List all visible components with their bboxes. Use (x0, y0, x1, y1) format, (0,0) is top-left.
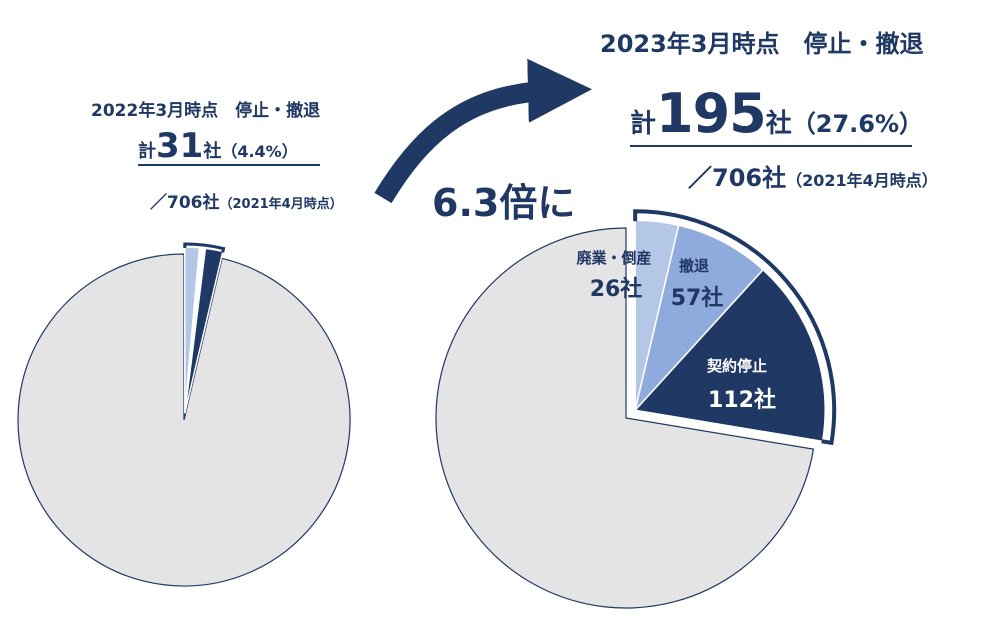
right-panel-base: ／706社（2021年4月時点） (688, 158, 938, 193)
right-panel-total: 計195社（27.6%） (630, 82, 923, 145)
left-panel-title: 2022年3月時点 停止・撤退 (91, 101, 321, 121)
right-panel-title: 2023年3月時点 停止・撤退 (600, 30, 924, 58)
left-total-prefix: 計 (138, 141, 156, 162)
pie-slice-rest (17, 253, 351, 587)
right-total-value: 195 (656, 82, 767, 145)
slice-count-label: 57社 (671, 285, 724, 311)
right-total-unit: 社 (765, 109, 792, 139)
growth-arrow-icon (374, 58, 592, 204)
right-base-note: （2021年4月時点） (786, 171, 938, 190)
left-total-value: 31 (156, 126, 204, 166)
pie-slice-2 (633, 224, 765, 413)
slice-label: 契約停止 (706, 357, 767, 375)
left-base-main: ／706社 (150, 193, 220, 213)
left-total-unit: 社 (203, 141, 222, 162)
slice-count-label: 112社 (708, 387, 776, 413)
slice-label: 廃業・倒産 (576, 249, 651, 267)
left-total-percent: （4.4%） (221, 142, 298, 161)
right-total-underline (630, 145, 912, 147)
left-pie-chart (17, 242, 351, 587)
slice-label: 撤退 (679, 257, 709, 275)
left-total-underline (138, 164, 320, 166)
right-total-percent: （27.6%） (791, 110, 924, 138)
multiplier-label: 6.3倍に (432, 181, 576, 225)
left-base-note: （2021年4月時点） (219, 197, 343, 212)
slice-count-label: 26社 (590, 276, 643, 302)
right-total-prefix: 計 (630, 109, 657, 139)
highlight-bracket (633, 209, 837, 446)
pie-slice-rest (435, 227, 815, 609)
highlight-bracket (183, 242, 226, 253)
pie-slice-3 (633, 268, 826, 443)
right-base-main: ／706社 (688, 164, 787, 192)
left-panel-total: 計31社（4.4%） (138, 126, 298, 166)
left-panel-base: ／706社（2021年4月時点） (150, 188, 343, 213)
